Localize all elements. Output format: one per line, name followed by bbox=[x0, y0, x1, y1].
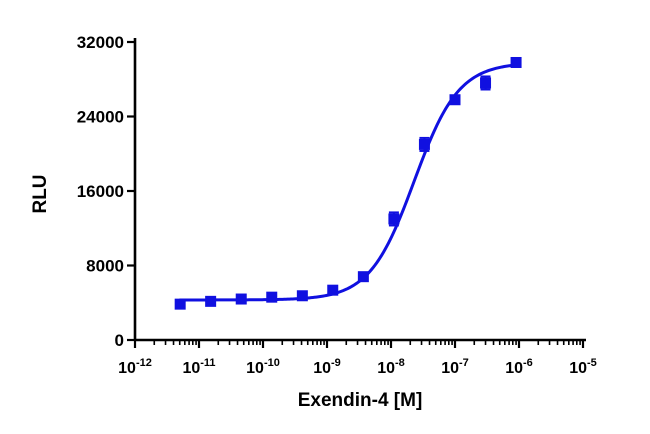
y-tick-label: 0 bbox=[115, 331, 124, 350]
data-point bbox=[357, 271, 369, 283]
axes bbox=[133, 38, 586, 342]
x-tick-label: 10-6 bbox=[505, 357, 533, 377]
x-tick-label: 10-9 bbox=[313, 357, 341, 377]
y-tick-label: 24000 bbox=[77, 108, 124, 127]
x-tick-label: 10-8 bbox=[377, 357, 405, 377]
fit-curve bbox=[178, 63, 518, 302]
data-point bbox=[449, 94, 461, 106]
y-axis-title: RLU bbox=[30, 174, 51, 213]
data-point bbox=[388, 213, 400, 225]
x-axis-title: Exendin-4 [M] bbox=[298, 390, 423, 411]
data-point bbox=[418, 138, 430, 150]
x-tick-label: 10-5 bbox=[569, 357, 597, 377]
data-point bbox=[266, 291, 278, 303]
data-points-layer bbox=[174, 56, 522, 310]
x-tick-label: 10-11 bbox=[182, 357, 215, 377]
fit-curve-layer bbox=[178, 63, 518, 302]
data-point bbox=[205, 295, 217, 307]
data-point bbox=[296, 290, 308, 302]
data-point bbox=[174, 298, 186, 310]
data-point bbox=[235, 293, 247, 305]
x-tick-label: 10-7 bbox=[441, 357, 469, 377]
y-tick-label: 32000 bbox=[77, 33, 124, 52]
x-tick-label: 10-12 bbox=[118, 357, 152, 377]
data-point bbox=[510, 56, 522, 68]
y-tick-label: 8000 bbox=[86, 257, 124, 276]
data-point bbox=[327, 284, 339, 296]
data-point bbox=[480, 77, 492, 89]
x-ticks: 10-12 10-11 10-10 10-9 10-8 10-7 10-6 10-5 bbox=[118, 340, 597, 377]
y-tick-label: 16000 bbox=[77, 182, 124, 201]
y-ticks: 0 8000 16000 24000 32000 bbox=[77, 33, 135, 350]
x-tick-label: 10-10 bbox=[246, 357, 280, 377]
